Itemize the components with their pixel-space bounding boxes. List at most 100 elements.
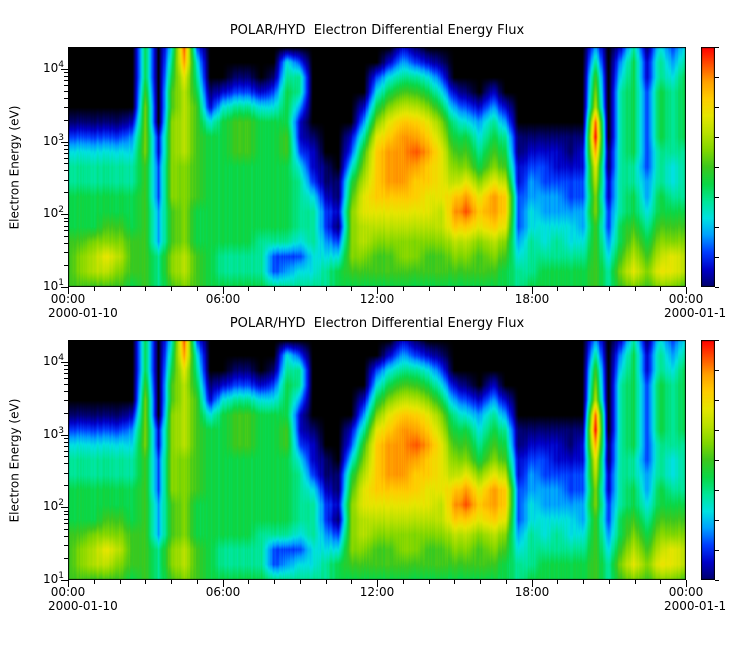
x-minor-tick bbox=[403, 580, 404, 584]
x-minor-tick bbox=[120, 287, 121, 291]
y-minor-tick bbox=[64, 446, 68, 447]
x-major-tick bbox=[223, 287, 224, 294]
y-tick-exponent: 1 bbox=[58, 571, 64, 581]
y-minor-tick bbox=[64, 365, 68, 366]
x-minor-tick bbox=[326, 287, 327, 291]
x-minor-tick bbox=[583, 580, 584, 584]
x-major-tick bbox=[377, 287, 378, 294]
y-minor-tick bbox=[64, 243, 68, 244]
x-major-tick bbox=[68, 580, 69, 587]
x-minor-tick bbox=[120, 580, 121, 584]
y-minor-tick bbox=[64, 378, 68, 379]
x-minor-tick bbox=[660, 287, 661, 291]
y-minor-tick bbox=[64, 384, 68, 385]
spectrogram-heatmap bbox=[68, 340, 686, 580]
y-minor-tick bbox=[64, 369, 68, 370]
colorbar bbox=[701, 47, 715, 287]
y-tick-label: 103 bbox=[42, 425, 64, 441]
colorbar-tick bbox=[715, 287, 719, 288]
x-major-tick bbox=[377, 580, 378, 587]
y-minor-tick bbox=[64, 158, 68, 159]
x-minor-tick bbox=[660, 580, 661, 584]
y-minor-tick bbox=[64, 252, 68, 253]
colorbar-tick bbox=[715, 340, 719, 341]
colorbar-tick bbox=[715, 197, 719, 198]
colorbar-tick bbox=[715, 257, 719, 258]
colorbar-tick bbox=[715, 580, 719, 581]
y-minor-tick bbox=[64, 98, 68, 99]
y-minor-tick bbox=[64, 218, 68, 219]
y-minor-tick bbox=[64, 91, 68, 92]
y-minor-tick bbox=[64, 80, 68, 81]
y-tick-exponent: 1 bbox=[58, 278, 64, 288]
y-minor-tick bbox=[64, 514, 68, 515]
y-minor-tick bbox=[64, 145, 68, 146]
x-tick-label: 06:00 bbox=[205, 585, 241, 599]
y-minor-tick bbox=[64, 170, 68, 171]
x-tick-label: 18:00 bbox=[514, 585, 550, 599]
y-major-tick bbox=[61, 435, 68, 436]
y-minor-tick bbox=[64, 523, 68, 524]
x-minor-tick bbox=[197, 287, 198, 291]
y-minor-tick bbox=[64, 529, 68, 530]
y-major-tick bbox=[61, 287, 68, 288]
date-label-left: 2000-01-10 bbox=[48, 599, 118, 613]
panel-title: POLAR/HYD Electron Differential Energy F… bbox=[229, 316, 525, 331]
y-major-tick bbox=[61, 214, 68, 215]
y-minor-tick bbox=[64, 456, 68, 457]
x-tick-label: 12:00 bbox=[359, 585, 395, 599]
x-major-tick bbox=[686, 580, 687, 587]
y-minor-tick bbox=[64, 226, 68, 227]
colorbar-tick bbox=[715, 430, 719, 431]
x-minor-tick bbox=[145, 287, 146, 291]
x-major-tick bbox=[532, 580, 533, 587]
date-label-right: 2000-01-1 bbox=[664, 599, 727, 613]
x-minor-tick bbox=[197, 580, 198, 584]
y-minor-tick bbox=[64, 438, 68, 439]
spectrogram-panel-bottom: POLAR/HYD Electron Differential Energy F… bbox=[0, 293, 730, 613]
x-tick-label: 18:00 bbox=[514, 292, 550, 306]
y-minor-tick bbox=[64, 391, 68, 392]
y-minor-tick bbox=[64, 153, 68, 154]
date-label-left: 2000-01-10 bbox=[48, 306, 118, 320]
y-minor-tick bbox=[64, 120, 68, 121]
y-major-tick bbox=[61, 142, 68, 143]
colorbar-tick bbox=[715, 167, 719, 168]
y-minor-tick bbox=[64, 485, 68, 486]
x-minor-tick bbox=[171, 580, 172, 584]
x-minor-tick bbox=[94, 287, 95, 291]
y-minor-tick bbox=[64, 230, 68, 231]
y-major-tick bbox=[61, 580, 68, 581]
y-minor-tick bbox=[64, 400, 68, 401]
x-minor-tick bbox=[351, 287, 352, 291]
x-minor-tick bbox=[609, 287, 610, 291]
x-tick-label: 00:00 bbox=[50, 292, 86, 306]
y-tick-exponent: 4 bbox=[58, 59, 64, 70]
y-minor-tick bbox=[64, 192, 68, 193]
y-minor-tick bbox=[64, 76, 68, 77]
x-minor-tick bbox=[635, 580, 636, 584]
x-minor-tick bbox=[454, 580, 455, 584]
y-minor-tick bbox=[64, 72, 68, 73]
colorbar-tick bbox=[715, 520, 719, 521]
x-tick-label: 00:00 bbox=[668, 292, 704, 306]
x-minor-tick bbox=[429, 287, 430, 291]
spectrogram-heatmap bbox=[68, 47, 686, 287]
y-axis-label: Electron Energy (eV) bbox=[7, 398, 22, 523]
y-tick-label: 103 bbox=[42, 132, 64, 148]
x-minor-tick bbox=[557, 580, 558, 584]
y-tick-exponent: 3 bbox=[58, 425, 64, 436]
y-minor-tick bbox=[64, 519, 68, 520]
colorbar-tick bbox=[715, 107, 719, 108]
y-minor-tick bbox=[64, 463, 68, 464]
x-minor-tick bbox=[480, 580, 481, 584]
y-tick-exponent: 2 bbox=[58, 205, 64, 216]
y-minor-tick bbox=[64, 413, 68, 414]
x-tick-label: 06:00 bbox=[205, 292, 241, 306]
x-tick-label: 12:00 bbox=[359, 292, 395, 306]
y-tick-label: 104 bbox=[42, 59, 64, 75]
x-minor-tick bbox=[506, 580, 507, 584]
x-minor-tick bbox=[351, 580, 352, 584]
x-minor-tick bbox=[94, 580, 95, 584]
